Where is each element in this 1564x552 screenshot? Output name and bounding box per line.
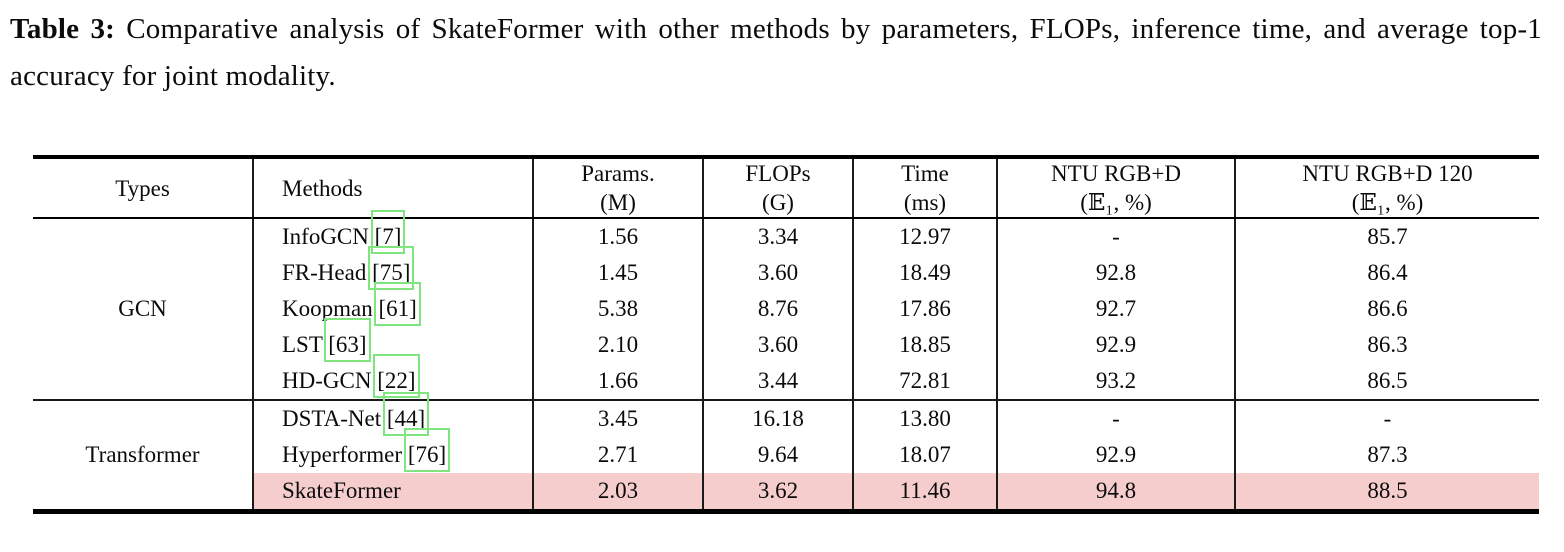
flops-cell: 3.34 <box>703 218 854 255</box>
flops-cell: 3.60 <box>703 255 854 291</box>
time-cell: 13.80 <box>853 400 998 437</box>
time-cell: 11.46 <box>853 473 998 512</box>
table-row-hdgcn: HD-GCN [22] 1.66 3.44 72.81 93.2 86.5 <box>33 354 1539 401</box>
params-cell: 3.45 <box>533 400 704 437</box>
col-header-methods: Methods <box>253 155 534 219</box>
col-header-flops: FLOPs (G) <box>703 155 854 219</box>
citation-link[interactable]: [22] <box>373 354 420 398</box>
citation-link[interactable]: [63] <box>324 318 371 362</box>
col-header-ntu: NTU RGB+D (𝔼₁, %) <box>997 155 1236 219</box>
col-header-ntu120: NTU RGB+D 120 (𝔼₁, %) <box>1235 155 1539 219</box>
table-row-lst: LST [63] 2.10 3.60 18.85 92.9 86.3 <box>33 318 1539 363</box>
time-cell: 12.97 <box>853 218 998 255</box>
method-cell: InfoGCN [7] <box>253 210 534 255</box>
time-cell: 72.81 <box>853 363 998 401</box>
time-cell: 18.07 <box>853 437 998 473</box>
ntu-cell: 92.8 <box>997 255 1236 291</box>
ntu-cell: - <box>997 218 1236 255</box>
method-cell: FR-Head [75] <box>253 246 534 291</box>
method-cell: LST [63] <box>253 318 534 363</box>
flops-cell: 3.44 <box>703 363 854 401</box>
col-header-types: Types <box>33 155 254 219</box>
params-cell: 1.66 <box>533 363 704 401</box>
params-cell: 5.38 <box>533 291 704 327</box>
table-row-dstanet: Transformer DSTA-Net [44] 3.45 16.18 13.… <box>33 392 1539 512</box>
params-cell: 2.10 <box>533 327 704 363</box>
params-cell: 2.03 <box>533 473 704 512</box>
ntu-cell: 92.9 <box>997 437 1236 473</box>
table-caption: Table 3: Comparative analysis of SkateFo… <box>10 6 1542 100</box>
comparison-table: Types Methods Params. (M) FLOPs (G) Time (m… <box>33 155 1539 514</box>
ntu-cell: 94.8 <box>997 473 1236 512</box>
ntu-cell: - <box>997 400 1236 437</box>
method-cell: Koopman [61] <box>253 282 534 327</box>
ntu120-cell: 85.7 <box>1367 224 1408 249</box>
flops-cell: 9.64 <box>703 437 854 473</box>
ntu-cell: 93.2 <box>997 363 1236 401</box>
ntu-cell: 92.7 <box>997 291 1236 327</box>
table-row-infogcn: GCN InfoGCN [7] 1.56 3.34 12.97 - 85.7 <box>33 210 1539 401</box>
time-cell: 17.86 <box>853 291 998 327</box>
flops-cell: 3.62 <box>703 473 854 512</box>
col-header-params: Params. (M) <box>533 155 704 219</box>
method-cell: SkateFormer <box>253 473 534 512</box>
table-row-hyperformer: Hyperformer [76] 2.71 9.64 18.07 92.9 87… <box>33 428 1539 473</box>
citation-link[interactable]: [76] <box>403 428 451 472</box>
header-row: Types Methods Params. (M) FLOPs (G) Time (m… <box>33 155 1539 219</box>
flops-cell: 16.18 <box>703 400 854 437</box>
params-cell: 1.56 <box>533 218 704 255</box>
method-cell: Hyperformer [76] <box>253 428 534 473</box>
method-cell: HD-GCN [22] <box>253 354 534 401</box>
method-cell: DSTA-Net [44] <box>253 392 534 437</box>
params-cell: 2.71 <box>533 437 704 473</box>
citation-link[interactable]: [44] <box>382 392 430 436</box>
ntu120-cell: 88.5 <box>1235 473 1539 512</box>
citation-link[interactable]: [75] <box>368 246 415 290</box>
caption-label: Table 3: <box>10 13 116 45</box>
ntu120-cell: - <box>1383 406 1392 431</box>
ntu120-cell: 86.6 <box>1367 296 1408 321</box>
params-cell: 1.45 <box>533 255 704 291</box>
flops-cell: 8.76 <box>703 291 854 327</box>
col-header-time: Time (ms) <box>853 155 998 219</box>
ntu120-cell: 86.3 <box>1367 332 1408 357</box>
citation-link[interactable]: [7] <box>370 210 406 254</box>
ntu120-cell: 86.5 <box>1235 363 1539 401</box>
ntu120-cell: 87.3 <box>1367 442 1408 467</box>
citation-link[interactable]: [61] <box>374 282 422 326</box>
ntu120-cell: 86.4 <box>1367 260 1408 285</box>
table-row-frhead: FR-Head [75] 1.45 3.60 18.49 92.8 86.4 <box>33 246 1539 291</box>
type-cell-transformer: Transformer <box>33 400 254 512</box>
table-row-koopman: Koopman [61] 5.38 8.76 17.86 92.7 86.6 <box>33 282 1539 327</box>
ntu-cell: 92.9 <box>997 327 1236 363</box>
time-cell: 18.85 <box>853 327 998 363</box>
flops-cell: 3.60 <box>703 327 854 363</box>
time-cell: 18.49 <box>853 255 998 291</box>
table-row-skateformer: SkateFormer 2.03 3.62 11.46 94.8 88.5 <box>33 473 1539 512</box>
caption-text: Comparative analysis of SkateFormer with… <box>10 13 1543 92</box>
type-cell-gcn: GCN <box>33 218 254 401</box>
